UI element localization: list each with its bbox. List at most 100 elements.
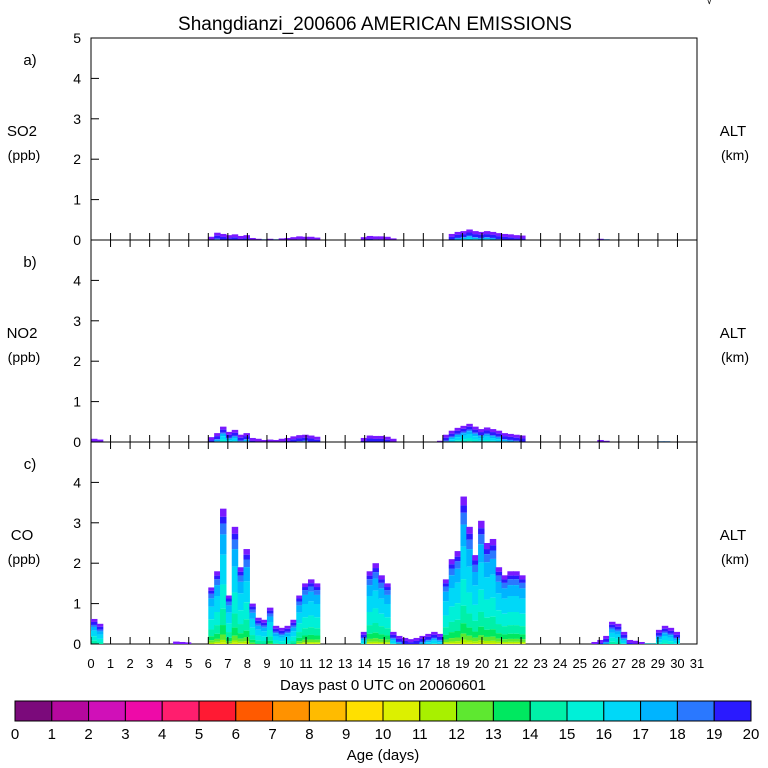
bar-segment: [448, 559, 456, 565]
bar-segment: [302, 635, 309, 640]
bar-segment: [667, 627, 675, 631]
bar-segment: [231, 237, 239, 240]
bar-segment: [208, 636, 215, 641]
colorbar-tick-label: 14: [522, 726, 539, 743]
bar-segment: [366, 438, 374, 442]
bar-segment: [237, 571, 245, 576]
bar-segment: [489, 538, 497, 546]
bar-segment: [460, 505, 467, 513]
bar-segment: [448, 433, 456, 437]
bar-segment: [614, 638, 622, 643]
bar-segment: [519, 643, 526, 644]
colorbar-swatch: [640, 700, 678, 722]
bar-segment: [395, 635, 403, 639]
bar-segment: [96, 629, 104, 632]
bar-segment: [513, 579, 520, 586]
bar-segment: [632, 640, 639, 644]
bar-segment: [296, 441, 303, 442]
plot-frame: [90, 441, 698, 645]
bar-segment: [296, 632, 303, 638]
bar-segment: [390, 631, 397, 635]
bar-segment: [472, 231, 479, 235]
data-bar: [437, 633, 444, 644]
bar-segment: [466, 237, 473, 240]
bar-segment: [243, 554, 250, 560]
bar-segment: [96, 634, 104, 639]
bar-segment: [231, 526, 239, 534]
bar-segment: [609, 632, 616, 638]
bar-segment: [478, 435, 485, 437]
bar-segment: [495, 641, 503, 644]
bar-segment: [519, 582, 526, 589]
bar-segment: [437, 642, 444, 644]
bar-segment: [307, 236, 315, 240]
bar-segment: [513, 596, 520, 613]
data-bar: [378, 575, 385, 644]
bar-segment: [437, 633, 444, 637]
bar-segment: [620, 640, 628, 644]
bar-segment: [513, 434, 520, 438]
bar-segment: [91, 438, 98, 442]
bar-segment: [448, 632, 456, 639]
bar-segment: [243, 641, 250, 644]
bar-segment: [225, 437, 233, 439]
bar-segment: [501, 436, 508, 440]
bar-segment: [478, 440, 485, 442]
bar-segment: [425, 633, 432, 637]
bar-segment: [208, 440, 215, 442]
bar-segment: [237, 633, 245, 639]
colorbar-swatch: [88, 700, 126, 722]
data-bar: [407, 639, 415, 644]
bar-segment: [243, 630, 250, 638]
bar-segment: [454, 437, 462, 441]
bar-segment: [472, 572, 479, 586]
bar-segment: [225, 440, 233, 442]
bar-segment: [278, 238, 286, 240]
bar-segment: [266, 607, 274, 611]
data-bar: [460, 231, 467, 240]
bar-segment: [478, 438, 485, 441]
bar-segment: [208, 590, 215, 594]
bar-segment: [501, 575, 508, 580]
bar-segment: [673, 634, 681, 638]
bar-segment: [507, 571, 514, 576]
bar-segment: [91, 624, 98, 627]
bar-segment: [472, 620, 479, 632]
data-bar: [489, 231, 497, 240]
bar-segment: [519, 634, 526, 640]
bar-segment: [489, 640, 497, 643]
data-bar: [395, 635, 403, 644]
bar-segment: [220, 516, 227, 524]
bar-segment: [384, 643, 391, 644]
bar-segment: [661, 631, 669, 634]
x-tick-label: 3: [146, 656, 153, 671]
data-bar: [454, 427, 462, 442]
bar-segment: [360, 638, 368, 641]
bar-segment: [372, 578, 379, 591]
bar-segment: [225, 643, 233, 644]
y-tick-label: 4: [73, 272, 81, 288]
x-tick-label: 21: [494, 656, 508, 671]
bar-segment: [378, 236, 385, 240]
bar-segment: [91, 640, 98, 644]
bar-segment: [454, 238, 462, 240]
bar-segment: [507, 579, 514, 586]
data-bar: [591, 641, 598, 644]
bar-segment: [360, 640, 368, 644]
bar-segment: [483, 427, 491, 431]
bar-segment: [378, 575, 385, 580]
bar-segment: [460, 579, 467, 606]
bar-segment: [237, 643, 245, 644]
plot-frame: [90, 239, 698, 443]
bar-segment: [243, 567, 250, 582]
bar-segment: [284, 237, 291, 240]
bar-segment: [597, 639, 604, 643]
x-tick-label: 0: [87, 656, 94, 671]
bar-segment: [225, 235, 233, 239]
bar-segment: [489, 636, 497, 641]
bar-segment: [395, 641, 403, 643]
bar-segment: [460, 605, 467, 624]
bar-segment: [372, 622, 379, 633]
bar-segment: [466, 549, 473, 567]
bar-segment: [454, 637, 462, 642]
